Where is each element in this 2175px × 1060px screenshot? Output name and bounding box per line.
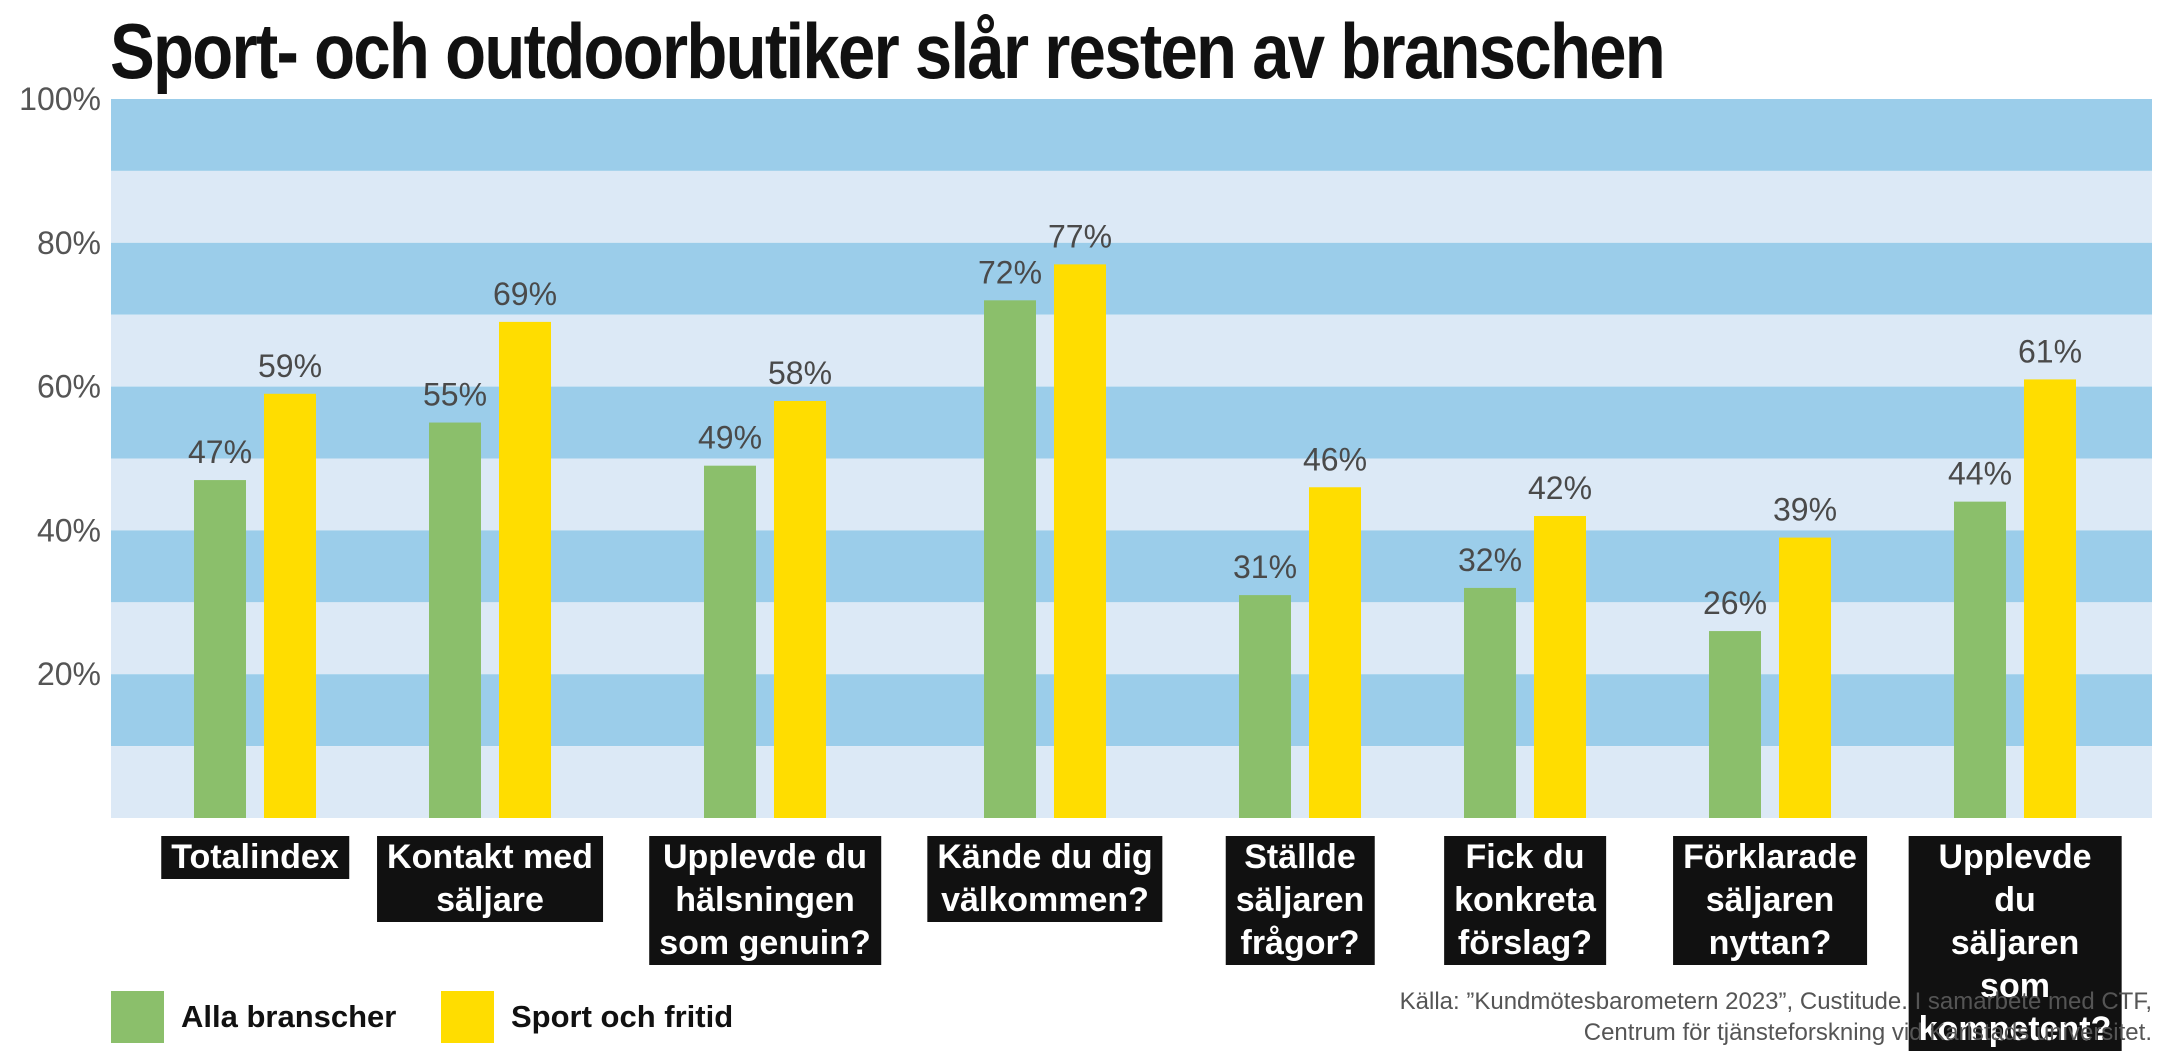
- source-note: Källa: ”Kundmötesbarometern 2023”, Custi…: [1400, 986, 2152, 1048]
- data-label: 26%: [1703, 585, 1767, 621]
- bar-alla-branscher: [1464, 587, 1516, 818]
- bar-alla-branscher: [704, 465, 756, 818]
- data-label: 77%: [1048, 218, 1112, 254]
- grid-band-light: [111, 314, 2152, 387]
- grid-band-light: [111, 602, 2152, 675]
- data-label: 69%: [493, 276, 557, 312]
- category-label: Upplevde du säljaren som kompetent?: [1908, 836, 2122, 1051]
- legend-label: Sport och fritid: [511, 999, 734, 1034]
- category-label: Kände du dig välkommen?: [927, 836, 1163, 922]
- data-label: 39%: [1773, 492, 1837, 528]
- bar-alla-branscher: [1709, 631, 1761, 818]
- data-label: 61%: [2018, 333, 2082, 369]
- category-label: Totalindex: [161, 836, 349, 879]
- data-label: 32%: [1458, 542, 1522, 578]
- bar-alla-branscher: [1954, 501, 2006, 818]
- data-label: 47%: [188, 434, 252, 470]
- bar-sport-och-fritid: [499, 321, 551, 818]
- category-label: Ställde säljaren frågor?: [1225, 836, 1375, 965]
- legend-label: Alla branscher: [181, 999, 397, 1034]
- data-label: 72%: [978, 254, 1042, 290]
- bar-sport-och-fritid: [1534, 516, 1586, 818]
- grid-band-light: [111, 458, 2152, 531]
- category-label: Upplevde du hälsningen som genuin?: [649, 836, 881, 965]
- y-tick-label: 100%: [19, 81, 101, 117]
- category-label: Fick du konkreta förslag?: [1444, 836, 1606, 965]
- legend-item-sport-och-fritid: Sport och fritid: [441, 990, 733, 1044]
- category-label: Kontakt med säljare: [377, 836, 603, 922]
- bar-sport-och-fritid: [1779, 537, 1831, 818]
- bar-sport-och-fritid: [1054, 264, 1106, 818]
- data-label: 49%: [698, 420, 762, 456]
- bar-sport-och-fritid: [264, 393, 316, 818]
- y-tick-label: 80%: [37, 225, 101, 261]
- chart-title: Sport- och outdoorbutiker slår resten av…: [110, 7, 1666, 95]
- bar-alla-branscher: [984, 300, 1036, 818]
- bar-sport-och-fritid: [1309, 487, 1361, 818]
- data-label: 42%: [1528, 470, 1592, 506]
- grid-band-light: [111, 746, 2152, 818]
- source-line: Källa: ”Kundmötesbarometern 2023”, Custi…: [1399, 988, 2152, 1015]
- y-tick-label: 60%: [37, 369, 101, 405]
- grid-band-dark: [111, 242, 2152, 315]
- grid-band-light: [111, 170, 2152, 243]
- data-label: 31%: [1233, 549, 1297, 585]
- grid-band-dark: [111, 386, 2152, 459]
- legend-item-alla-branscher: Alla branscher: [111, 990, 396, 1044]
- data-label: 58%: [768, 355, 832, 391]
- bar-sport-och-fritid: [2024, 379, 2076, 818]
- source-line: Centrum för tjänsteforskning vid Karlsta…: [1583, 1019, 2152, 1046]
- data-label: 59%: [258, 348, 322, 384]
- grid-band-dark: [111, 99, 2152, 171]
- y-tick-label: 40%: [37, 512, 101, 548]
- data-label: 44%: [1948, 456, 2012, 492]
- data-label: 46%: [1303, 441, 1367, 477]
- y-tick-label: 20%: [37, 656, 101, 692]
- category-label: Förklarade säljaren nyttan?: [1673, 836, 1867, 965]
- bar-alla-branscher: [1239, 595, 1291, 818]
- bar-alla-branscher: [429, 422, 481, 818]
- legend-swatch-yellow: [441, 991, 494, 1043]
- bar-sport-och-fritid: [774, 400, 826, 818]
- grid-band-dark: [111, 530, 2152, 603]
- data-label: 55%: [423, 377, 487, 413]
- grid-band-dark: [111, 674, 2152, 747]
- legend-swatch-green: [111, 991, 164, 1043]
- bar-alla-branscher: [194, 480, 246, 818]
